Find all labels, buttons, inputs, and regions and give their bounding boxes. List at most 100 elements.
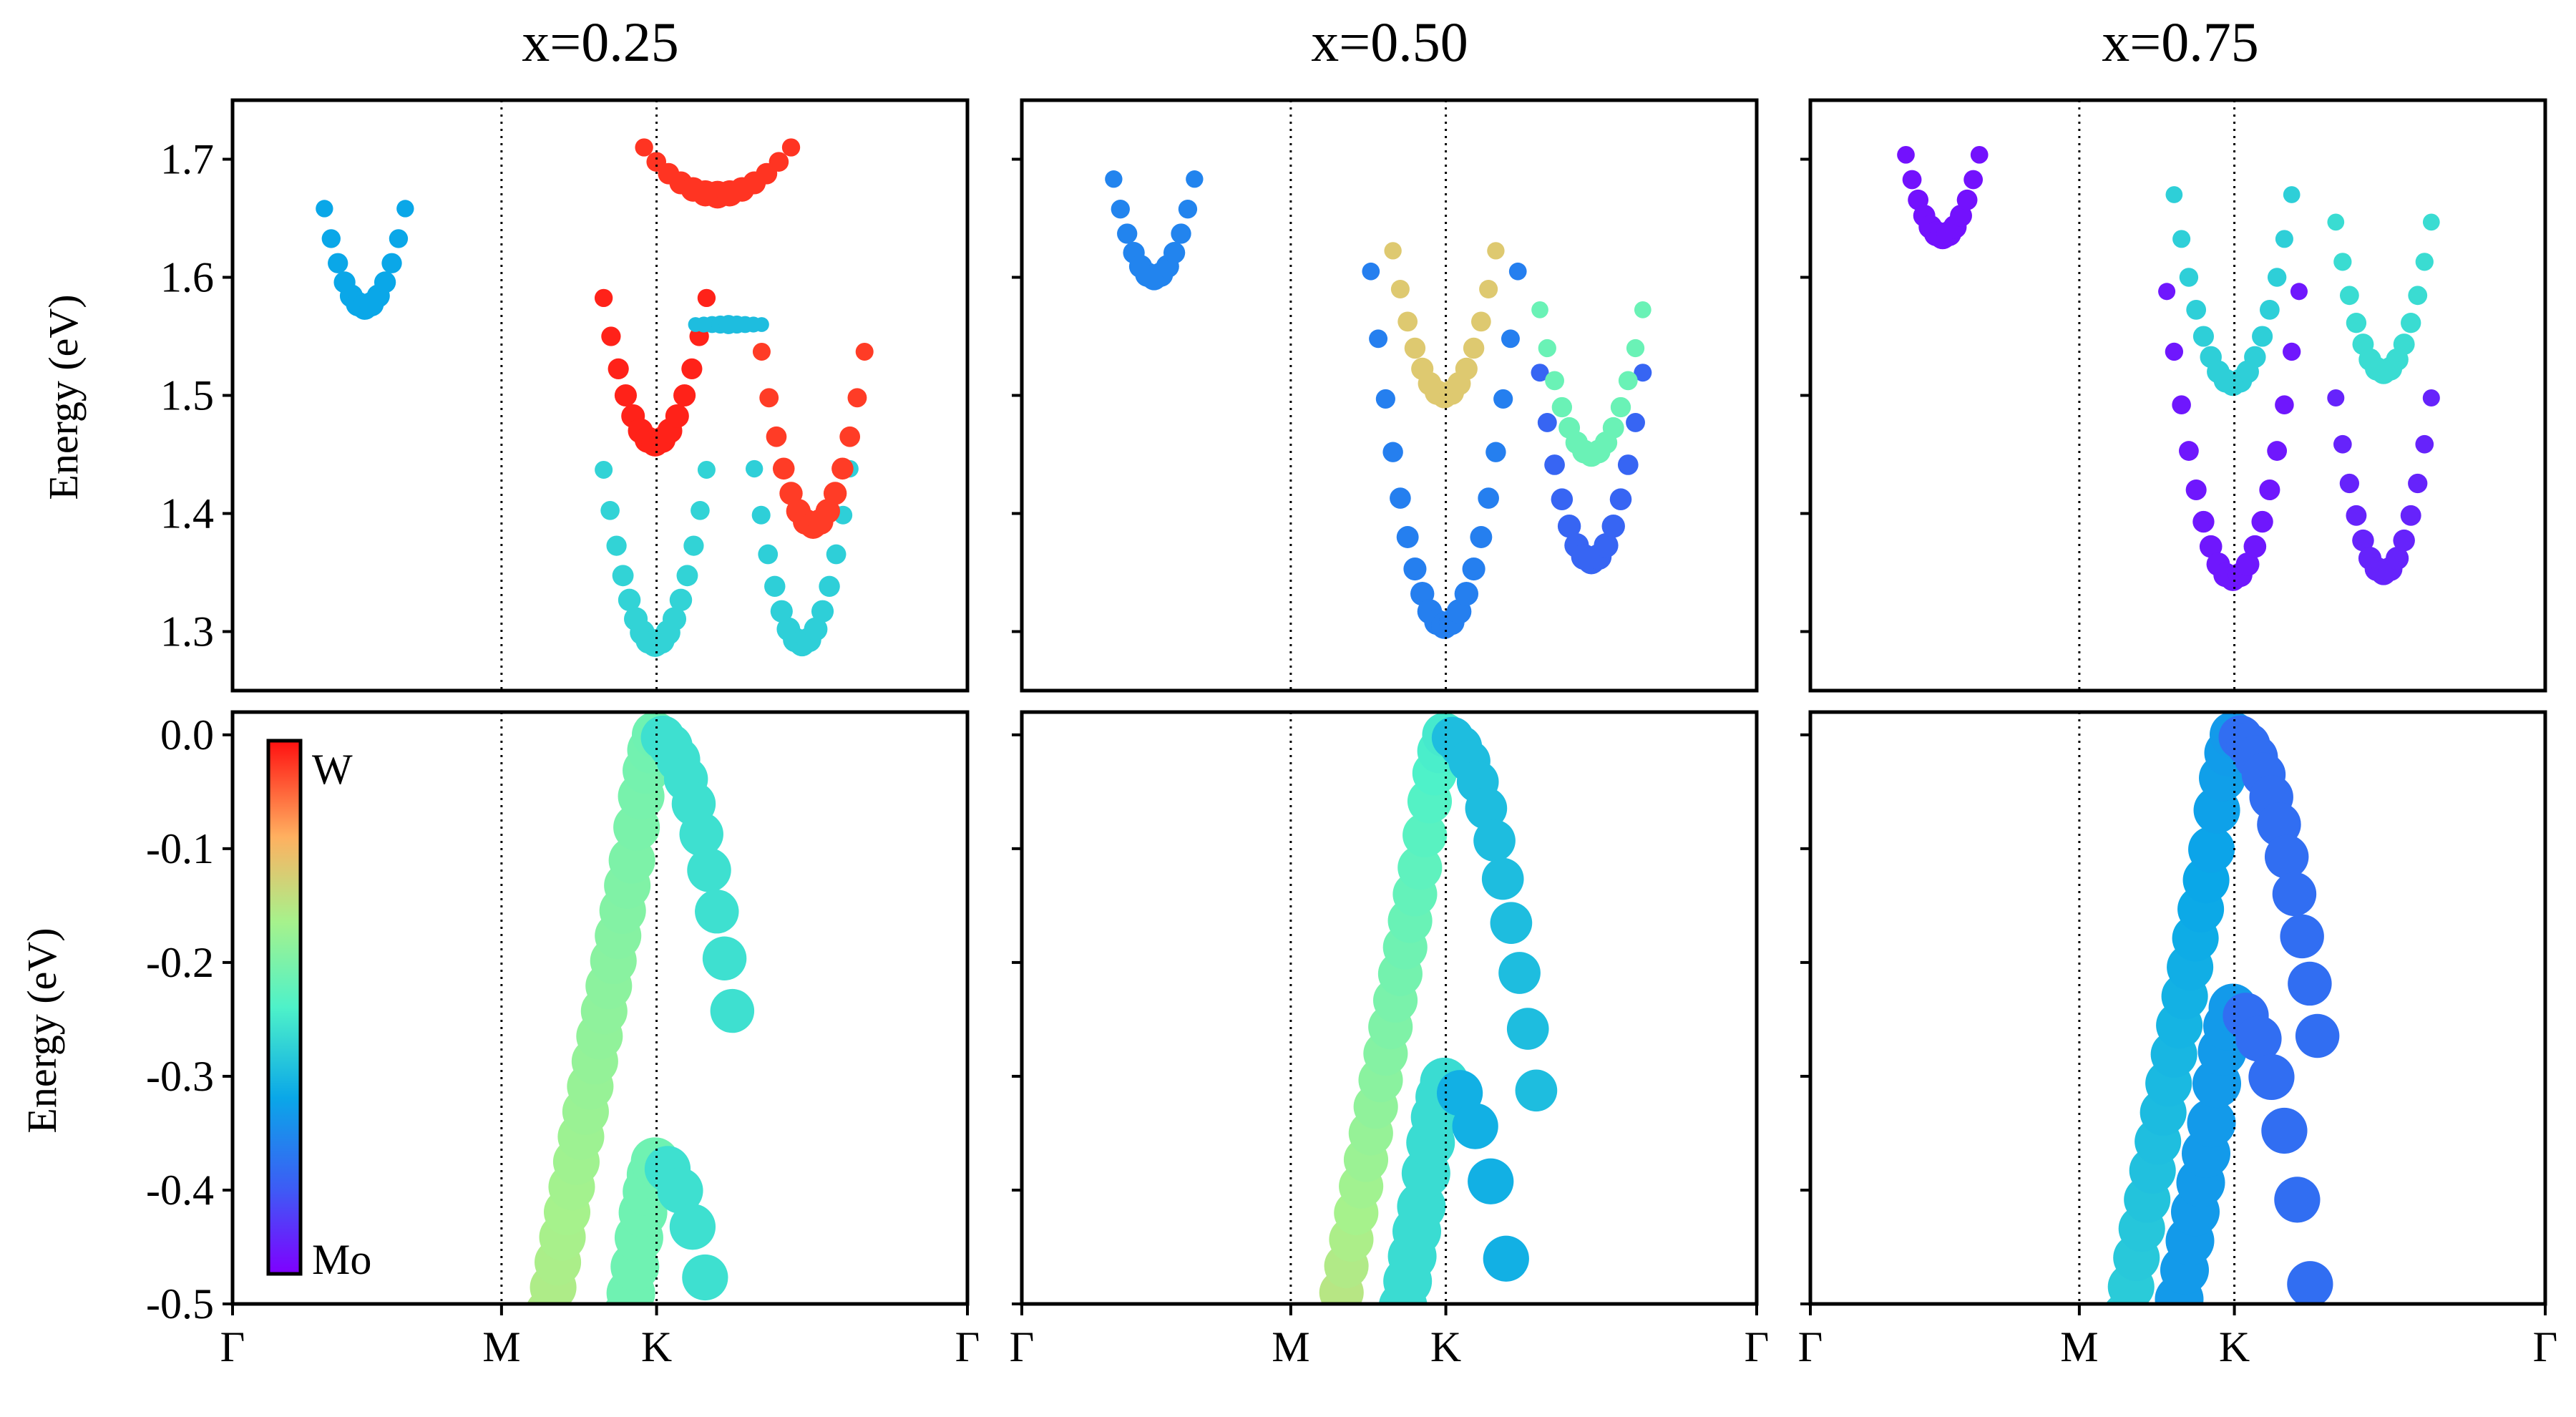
band-point	[2248, 1053, 2295, 1101]
band-point	[695, 889, 739, 934]
band-point	[1390, 487, 1411, 509]
band-point	[2259, 299, 2280, 320]
band-point	[823, 482, 847, 505]
band-point	[669, 588, 693, 612]
band-point	[682, 1254, 728, 1301]
band-point	[600, 500, 620, 520]
band-point	[2244, 346, 2266, 369]
y-tick-label: -0.1	[146, 825, 214, 872]
band-point	[1557, 515, 1581, 538]
band-point	[687, 848, 731, 892]
band-point	[1304, 1350, 1349, 1394]
band-point	[606, 535, 627, 556]
band-point	[1634, 364, 1652, 382]
scatter-points	[527, 712, 755, 1361]
x-tick-label: M	[482, 1323, 520, 1370]
band-point	[1163, 242, 1186, 264]
band-point	[2400, 505, 2421, 526]
band-point	[1397, 845, 1443, 890]
band-point	[601, 326, 621, 346]
band-point	[2192, 510, 2215, 533]
band-point	[1501, 329, 1520, 349]
band-point	[1105, 170, 1123, 188]
band-point	[1374, 1307, 1423, 1355]
panel-cb-x075	[1800, 98, 2547, 693]
band-point	[839, 426, 861, 447]
colorbar-top-label: W	[312, 746, 353, 793]
band-point	[2165, 186, 2183, 203]
band-point	[1365, 1356, 1413, 1405]
band-point	[2290, 283, 2308, 301]
band-point	[1602, 417, 1624, 439]
scatter-points	[1105, 170, 1652, 639]
band-point	[702, 936, 747, 980]
band-point	[1531, 364, 1549, 382]
band-point	[2346, 505, 2367, 526]
y-tick-label: 1.6	[160, 254, 214, 301]
band-point	[2339, 286, 2359, 306]
scatter-points	[316, 138, 874, 657]
band-point	[1384, 242, 1402, 260]
band-point	[2283, 186, 2301, 203]
band-point	[2280, 914, 2324, 959]
band-point	[389, 229, 409, 248]
x-tick-label: Γ	[1010, 1323, 1035, 1370]
band-point	[1963, 170, 1984, 190]
band-point	[2393, 333, 2415, 356]
band-point	[608, 358, 629, 379]
band-point	[595, 460, 613, 479]
band-point	[1506, 1008, 1549, 1050]
band-point	[2251, 510, 2273, 533]
band-point	[1178, 200, 1198, 219]
band-point	[2235, 552, 2260, 576]
band-point	[1531, 301, 1548, 318]
y-tick-label: -0.3	[146, 1053, 214, 1100]
band-point	[1897, 145, 1915, 164]
band-point	[1626, 339, 1645, 358]
x-tick-label: Γ	[955, 1323, 980, 1370]
band-point	[754, 317, 769, 332]
band-point	[831, 457, 854, 480]
band-point	[1111, 200, 1130, 219]
band-point	[2393, 529, 2415, 552]
band-point	[665, 404, 689, 428]
band-point	[2097, 1322, 2144, 1368]
band-point	[1468, 1158, 1514, 1204]
y-tick-label: -0.2	[146, 939, 214, 986]
band-point	[752, 342, 771, 361]
band-point	[1551, 488, 1574, 510]
band-point	[1498, 952, 1541, 994]
band-point	[804, 617, 828, 641]
band-point	[1626, 413, 1645, 432]
band-point	[769, 152, 789, 172]
band-point	[321, 229, 341, 248]
band-point	[815, 499, 841, 524]
band-point	[396, 200, 414, 218]
band-point	[2415, 434, 2434, 454]
y-tick-label: 0.0	[160, 711, 214, 759]
band-point	[679, 812, 723, 857]
x-tick-label: M	[2060, 1323, 2098, 1370]
y-tick-label: -0.4	[146, 1167, 214, 1214]
band-point	[1117, 223, 1138, 244]
band-point	[2172, 1303, 2175, 1304]
band-point	[1515, 1069, 1558, 1112]
scatter-points	[2097, 712, 2340, 1368]
band-point	[826, 544, 847, 565]
band-point	[2288, 961, 2332, 1006]
band-point	[598, 1313, 647, 1361]
band-point	[2199, 535, 2223, 558]
band-point	[1396, 526, 1419, 548]
band-point	[1454, 582, 1479, 606]
x-tick-label: Γ	[1745, 1323, 1770, 1370]
band-point	[1465, 787, 1508, 829]
band-point	[697, 288, 716, 308]
y-tick-label: 1.7	[160, 136, 214, 183]
band-point	[1479, 279, 1498, 299]
band-point	[2259, 479, 2280, 501]
band-point	[2158, 283, 2176, 301]
band-point	[1594, 532, 1619, 558]
band-point	[1452, 1103, 1498, 1149]
band-point	[772, 457, 795, 480]
